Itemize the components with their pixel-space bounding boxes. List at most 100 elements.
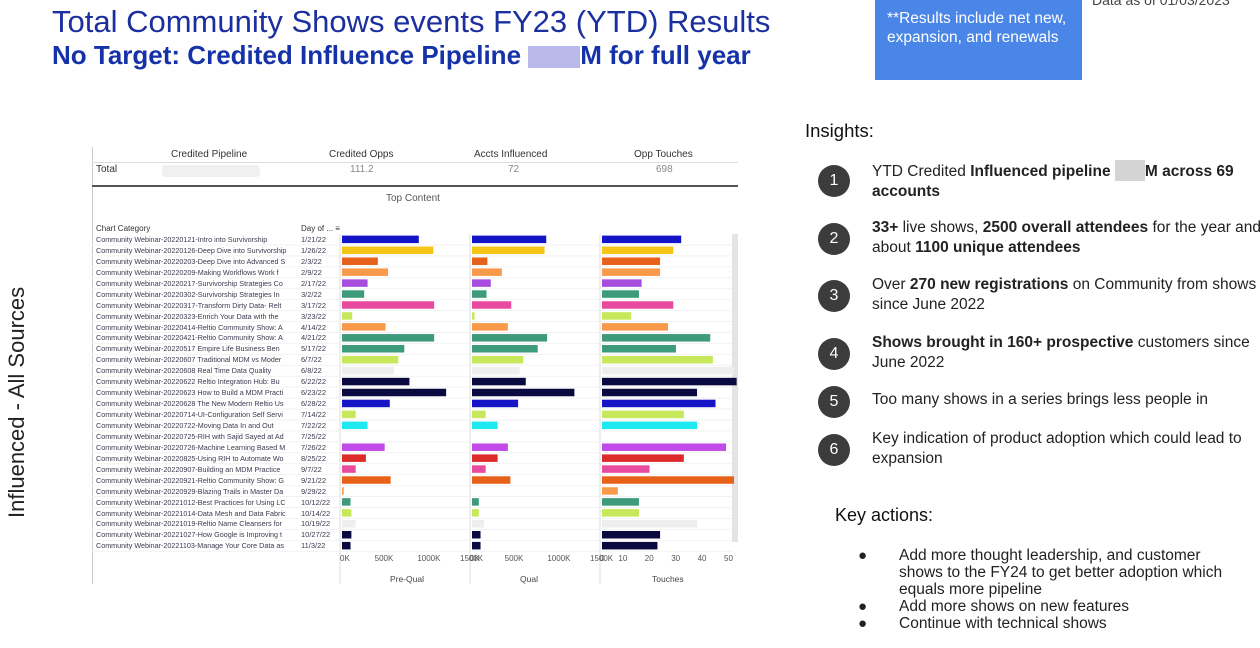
- bar-prequal: [342, 541, 351, 550]
- bar-prequal: [342, 323, 386, 331]
- bar-qual: [472, 530, 481, 539]
- bar-prequal: [342, 520, 356, 528]
- axis-tick: 10: [618, 554, 628, 563]
- axis-tick: 1000K: [417, 554, 441, 563]
- row-date: 7/26/22: [301, 442, 327, 452]
- row-date: 7/14/22: [301, 410, 327, 420]
- bar-prequal: [342, 246, 434, 255]
- bar-qual: [472, 334, 548, 342]
- row-label: Community Webinar-20220121-Intro into Su…: [96, 235, 268, 244]
- bar-touches: [602, 246, 674, 255]
- dashboard-panel: Credited Pipeline Credited Opps Accts In…: [92, 147, 740, 584]
- row-date: 9/29/22: [301, 486, 327, 496]
- results-note: **Results include net new, expansion, an…: [875, 0, 1082, 80]
- row-label: Community Webinar-20220414-Reltio Commun…: [96, 322, 283, 332]
- row-label: Community Webinar-20220302-Survivorship …: [96, 289, 280, 299]
- bar-prequal: [342, 334, 435, 342]
- page-title: Total Community Shows events FY23 (YTD) …: [52, 4, 771, 39]
- number-badge: 3: [818, 280, 850, 312]
- panel-label: Touches: [652, 574, 684, 584]
- axis-tick: 20: [644, 554, 654, 563]
- row-label: Community Webinar-20220725-RIH with Saji…: [96, 431, 284, 441]
- key-action-item: ● Add more thought leadership, and custom…: [858, 547, 1223, 598]
- insight-item: 2 33+ live shows, 2500 overall attendees…: [818, 218, 1260, 264]
- bar-chart: [92, 234, 738, 584]
- bar-qual: [472, 312, 475, 320]
- number-badge: 1: [818, 165, 850, 197]
- bar-touches: [602, 279, 642, 287]
- row-date: 2/3/22: [301, 256, 322, 266]
- bar-touches: [602, 520, 698, 528]
- bar-prequal: [342, 268, 389, 276]
- bar-prequal: [342, 476, 391, 484]
- redacted-value: [1114, 160, 1145, 181]
- bar-touches: [602, 355, 713, 364]
- bar-touches: [602, 530, 661, 539]
- row-date: 7/25/22: [301, 431, 327, 441]
- subtitle-suffix: M for full year: [580, 40, 751, 70]
- bar-prequal: [342, 399, 390, 408]
- row-label: Community Webinar-20220628 The New Moder…: [96, 399, 284, 409]
- bar-qual: [472, 421, 498, 430]
- row-label: Community Webinar-20220317-Transform Dir…: [96, 300, 282, 310]
- row-date: 2/17/22: [301, 278, 327, 288]
- bar-prequal: [342, 355, 399, 364]
- row-label: Community Webinar-20220825-Using RIH to …: [96, 453, 284, 463]
- bar-prequal: [342, 530, 352, 539]
- bar-touches: [602, 235, 682, 244]
- bar-qual: [472, 246, 545, 255]
- number-badge: 2: [818, 223, 850, 255]
- bar-prequal: [342, 421, 368, 430]
- bar-touches: [602, 290, 639, 298]
- chart-title: Top Content: [386, 193, 440, 204]
- row-label: Community Webinar-20220722-Moving Data I…: [96, 420, 274, 430]
- bar-qual: [472, 509, 479, 517]
- bar-prequal: [342, 345, 405, 353]
- row-date: 7/22/22: [301, 420, 327, 430]
- row-date: 11/3/22: [301, 541, 326, 551]
- bar-qual: [472, 279, 491, 287]
- bar-prequal: [342, 366, 395, 375]
- bar-qual: [472, 345, 538, 353]
- row-date: 4/14/22: [301, 322, 327, 332]
- category-header: Chart Category: [96, 224, 151, 233]
- row-date: 9/7/22: [301, 464, 322, 474]
- panel-label: Qual: [520, 574, 538, 584]
- axis-tick: 0K: [340, 554, 350, 563]
- page-subtitle: No Target: Credited Influence Pipeline M…: [52, 40, 751, 71]
- bar-touches: [602, 377, 737, 386]
- bar-prequal: [342, 498, 351, 506]
- bar-qual: [472, 410, 486, 419]
- bar-touches: [602, 498, 639, 506]
- bar-prequal: [342, 301, 435, 309]
- blurred-pipeline-total: [162, 165, 260, 177]
- row-date: 9/21/22: [301, 475, 327, 485]
- key-actions-list: ● Add more thought leadership, and custom…: [858, 547, 1238, 632]
- row-label: Community Webinar-20220209-Making Workfl…: [96, 267, 279, 277]
- key-actions-heading: Key actions:: [835, 505, 934, 525]
- row-date: 4/21/22: [301, 333, 327, 343]
- bar-prequal: [342, 454, 366, 462]
- bar-prequal: [342, 290, 365, 298]
- axis-tick: 0: [600, 554, 605, 563]
- bar-qual: [472, 290, 487, 298]
- row-date: 6/22/22: [301, 377, 327, 387]
- bar-touches: [602, 465, 650, 473]
- row-label: Community Webinar-20220623 How to Build …: [96, 388, 284, 398]
- row-label: Community Webinar-20220907-Building an M…: [96, 464, 281, 474]
- insight-item: 6 Key indication of product adoption whi…: [818, 429, 1258, 475]
- row-date: 6/28/22: [301, 399, 327, 409]
- row-label: Community Webinar-20221014-Data Mesh and…: [96, 508, 286, 518]
- bar-prequal: [342, 312, 353, 320]
- bar-qual: [472, 377, 526, 386]
- axis-tick: 1000K: [547, 554, 571, 563]
- bar-touches: [602, 421, 698, 430]
- row-date: 10/14/22: [301, 508, 331, 518]
- row-label: Community Webinar-20220607 Traditional M…: [96, 355, 282, 365]
- number-badge: 4: [818, 338, 850, 370]
- total-opp-touches: 698: [656, 164, 673, 175]
- total-credited-opps: 111.2: [350, 164, 374, 175]
- bar-prequal: [342, 279, 368, 287]
- row-label: Community Webinar-20220929-Blazing Trail…: [96, 486, 284, 496]
- bar-prequal: [342, 443, 385, 451]
